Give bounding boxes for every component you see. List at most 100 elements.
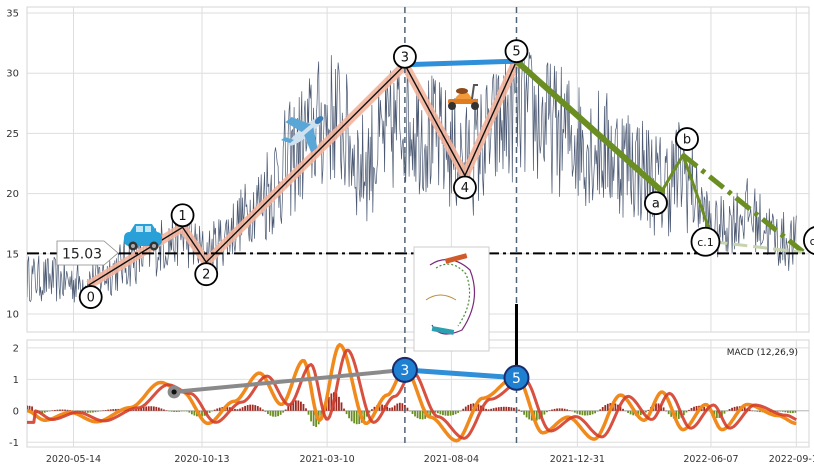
macd-histogram-bar	[256, 406, 259, 411]
macd-histogram-bar	[721, 410, 723, 417]
wave-label-a: a	[643, 191, 668, 216]
wave-label-text: 4	[461, 181, 469, 196]
macd-histogram-bar	[639, 410, 642, 416]
macd-histogram-bar	[61, 409, 64, 411]
wave-label-text: 0	[87, 291, 95, 306]
macd-histogram-bar	[578, 410, 581, 415]
macd-histogram-bar	[190, 410, 193, 415]
macd-histogram-bar	[48, 410, 51, 412]
macd-histogram-bar	[147, 406, 150, 411]
macd-histogram-bar	[513, 407, 515, 411]
wave-label-text: 2	[202, 268, 210, 283]
macd-histogram-bar	[429, 410, 432, 416]
macd-histogram-bar	[726, 410, 728, 412]
macd-histogram-bar	[485, 408, 487, 411]
macd-histogram-bar	[462, 408, 465, 411]
wave-label-text: c.2	[810, 235, 814, 248]
wave-label-text: 5	[512, 45, 520, 60]
wave-label-text: b	[683, 133, 691, 148]
level-label: 15.03	[56, 240, 119, 266]
wave-label-3: 3	[392, 44, 417, 69]
macd-histogram-bar	[137, 408, 140, 411]
y-tick-label: 15	[6, 249, 19, 260]
macd-histogram-bar	[51, 410, 54, 411]
macd-histogram-bar	[690, 408, 693, 411]
macd-histogram-bar	[421, 410, 424, 420]
macd-histogram-bar	[208, 410, 211, 413]
wave-label-2: 2	[194, 262, 219, 287]
macd-histogram-bar	[287, 406, 290, 411]
macd-histogram-bar	[546, 410, 548, 413]
macd-histogram-bar	[302, 403, 305, 411]
macd-histogram-bar	[662, 407, 665, 411]
macd-histogram-bar	[733, 406, 736, 411]
macd-histogram-bar	[173, 410, 176, 412]
macd-histogram-bar	[330, 393, 333, 411]
correction-wave-segment	[660, 153, 685, 193]
macd-histogram-bar	[150, 406, 153, 411]
wave-label-circle	[392, 44, 417, 69]
macd-histogram-bar	[401, 403, 404, 411]
macd-histogram-bar	[497, 407, 500, 411]
macd-histogram-bar	[723, 410, 726, 414]
macd-marker-text: 3	[400, 363, 409, 379]
projection-dashdot-line	[681, 153, 806, 255]
macd-histogram-bar	[637, 410, 640, 416]
annotation-layer: 0 1 2 3 4 5 a b c.1 c.2 3 5	[27, 7, 814, 447]
macd-histogram-bar	[289, 403, 292, 411]
macd-histogram-bar	[59, 409, 61, 411]
macd-histogram-bar	[300, 401, 302, 411]
macd-histogram-bar	[236, 409, 239, 411]
macd-histogram-bar	[185, 410, 188, 412]
rollercoaster-thumbnail	[413, 246, 490, 352]
macd-histogram-bar	[114, 408, 117, 411]
macd-histogram-bar	[69, 410, 72, 411]
macd-histogram-bar	[594, 410, 597, 414]
macd-histogram-bar	[624, 410, 627, 412]
macd-histogram-bar	[64, 409, 66, 411]
macd-histogram-bar	[249, 404, 252, 411]
macd-histogram-bar	[419, 410, 422, 420]
car-icon	[124, 224, 162, 251]
macd-histogram-bar	[340, 402, 343, 411]
y-tick-label: 0	[13, 406, 19, 417]
macd-histogram-bar	[444, 410, 447, 416]
macd-histogram-bar	[211, 410, 214, 412]
macd-histogram-bar	[234, 408, 236, 411]
macd-histogram-bar	[112, 409, 115, 411]
macd-histogram-bar	[393, 405, 396, 411]
macd-histogram-bar	[31, 406, 33, 411]
macd-histogram-bar	[109, 409, 112, 411]
y-tick-label: -1	[9, 438, 19, 449]
macd-histogram-bar	[183, 410, 186, 412]
wave-label-circle	[453, 175, 477, 200]
macd-histogram-bar	[416, 410, 419, 419]
macd-histogram-bar	[703, 406, 706, 411]
macd-histogram-bar	[378, 404, 381, 411]
macd-histogram-bar	[502, 406, 505, 411]
macd-histogram-bar	[464, 406, 467, 411]
macd-histogram-bar	[632, 410, 635, 416]
macd-histogram-bar	[510, 407, 513, 411]
macd-histogram-bar	[495, 407, 498, 411]
wave-label-circle	[643, 191, 668, 216]
y-tick-label: 2	[13, 343, 19, 354]
macd-histogram-bar	[573, 410, 576, 413]
macd-histogram-bar	[92, 410, 94, 413]
wave-label-c-2: c.2	[803, 226, 814, 255]
macd-histogram-bar	[436, 410, 439, 414]
macd-histogram-bar	[589, 410, 591, 416]
macd-histogram-bar	[518, 409, 520, 411]
macd-histogram-bar	[629, 410, 632, 415]
macd-histogram-bar	[759, 410, 761, 413]
macd-histogram-bar	[682, 410, 685, 416]
macd-histogram-bar	[535, 410, 538, 421]
macd-histogram-bar	[259, 407, 262, 411]
macd-histogram-bar	[350, 410, 353, 422]
wave-label-5: 5	[504, 39, 529, 64]
macd-histogram-bar	[477, 404, 480, 411]
macd-histogram-bar	[381, 404, 383, 411]
macd-histogram-bar	[335, 393, 338, 411]
price-layer	[27, 41, 806, 303]
macd-histogram-bar	[142, 407, 145, 411]
